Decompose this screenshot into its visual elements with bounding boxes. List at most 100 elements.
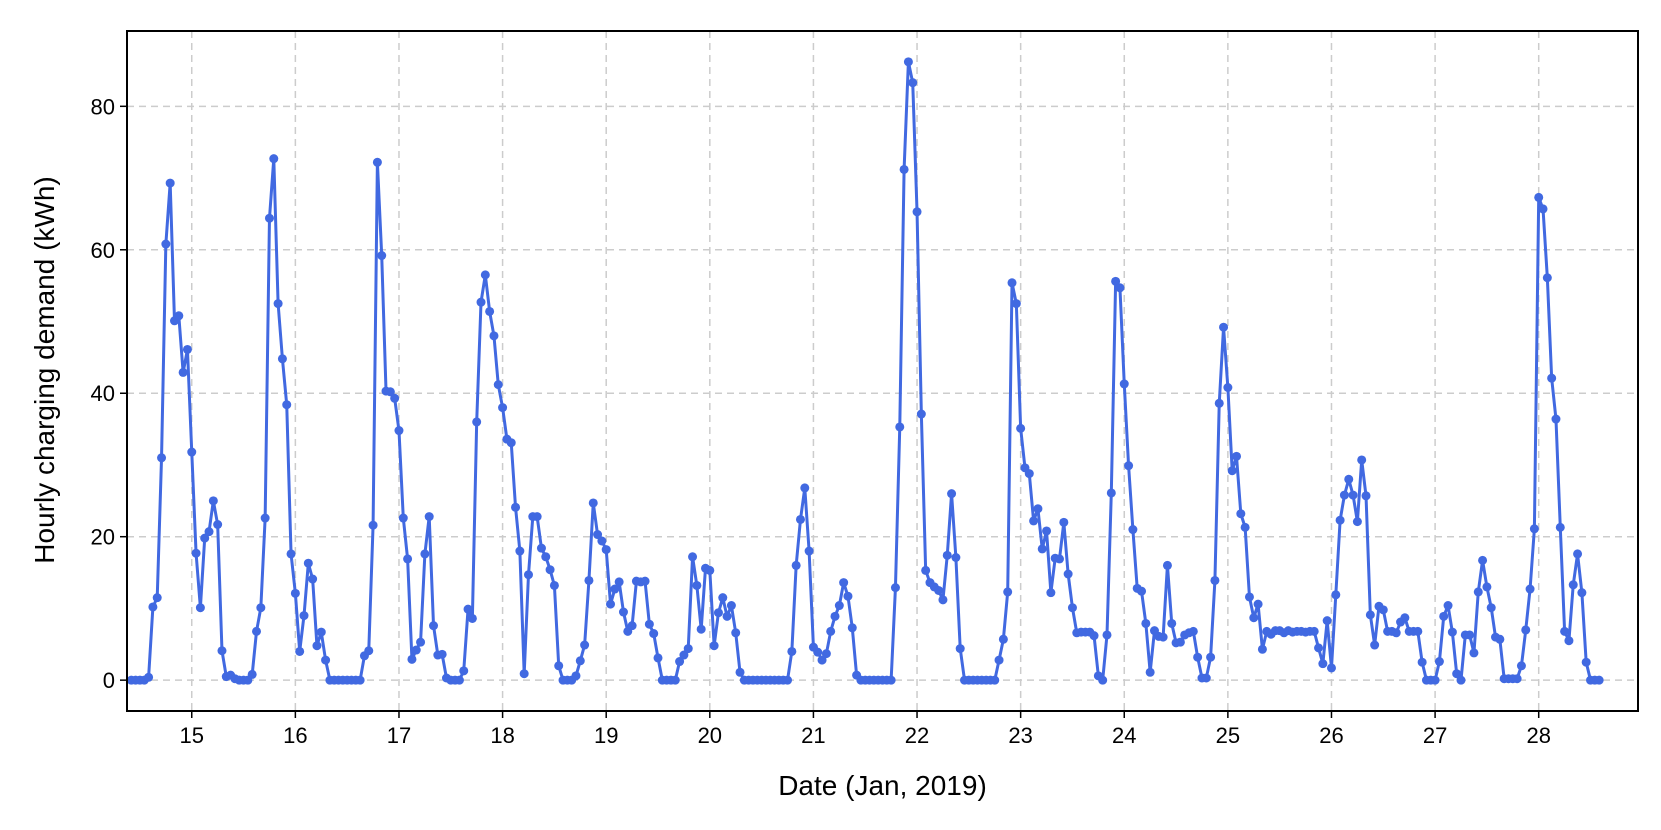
data-point [921,565,931,575]
data-point [1417,657,1427,667]
data-point [1236,509,1246,519]
data-point [1551,414,1561,424]
data-point [1162,560,1172,570]
ticks: 15 16 17 18 19 20 21 22 23 24 25 26 27 28 0 20 40 60 80 [91,94,1551,748]
x-tick-label: 22 [905,723,929,748]
data-point [726,601,736,611]
data-point [429,621,439,631]
data-point [826,626,836,636]
data-point [157,453,167,463]
y-axis-label: Hourly charging demand (kWh) [29,176,60,564]
data-point [1564,636,1574,646]
x-tick-label: 19 [594,723,618,748]
data-point [597,536,607,546]
data-point [182,344,192,354]
data-point [1357,455,1367,465]
data-point [454,675,464,685]
series [126,57,1604,685]
data-point [416,637,426,647]
data-point [1244,592,1254,602]
data-point [1089,631,1099,641]
data-point [580,640,590,650]
data-point [187,447,197,457]
data-point [1447,627,1457,637]
data-point [532,512,542,522]
data-point [584,575,594,585]
data-point [713,608,723,618]
data-point [1434,657,1444,667]
data-point [1331,590,1341,600]
data-point [1055,554,1064,564]
data-point [511,502,521,512]
data-point [1188,626,1198,636]
data-point [951,553,961,562]
data-point [895,422,905,432]
x-tick-label: 24 [1112,723,1136,748]
data-point [709,641,719,651]
data-point [1478,555,1488,565]
plot-frame [126,30,1639,712]
data-point [1210,575,1220,585]
data-point [1512,674,1522,684]
data-point [1521,625,1531,635]
data-point [1046,588,1056,598]
data-point [843,591,853,601]
data-point [208,496,218,506]
data-point [1249,613,1259,623]
data-point [174,311,184,321]
data-point [688,552,698,562]
data-point [1547,373,1557,383]
data-point [644,619,654,629]
x-tick-label: 28 [1526,723,1550,748]
data-point [1577,588,1587,598]
data-point [1158,632,1168,642]
data-point [1534,192,1544,202]
x-tick-label: 17 [387,723,411,748]
data-point [1037,544,1047,554]
data-point [813,647,823,657]
data-point [1344,474,1354,484]
data-point [308,574,318,584]
data-point [912,207,922,217]
data-point [260,513,270,523]
data-point [364,646,374,656]
data-point [1573,549,1583,559]
data-point [1111,276,1121,286]
data-point [731,628,741,638]
data-point [1452,669,1462,679]
data-point [994,655,1004,665]
data-point [1201,673,1211,683]
data-point [1465,630,1475,640]
data-point [1119,379,1129,389]
data-point [385,387,395,397]
data-point [1525,584,1535,594]
data-point [312,641,322,651]
data-point [886,675,896,685]
data-point [593,530,603,540]
data-point [355,675,365,685]
data-point [1042,526,1052,536]
y-tick-label: 20 [91,525,115,550]
data-point [545,565,555,575]
data-point [1175,637,1185,647]
data-point [549,580,559,590]
data-point [1033,504,1043,514]
data-point [144,672,154,682]
data-point [1339,490,1349,500]
data-point [1141,618,1151,628]
data-point [290,588,300,598]
data-point [1102,630,1112,640]
data-point [295,646,305,656]
data-point [1443,601,1453,611]
data-point [489,331,499,341]
data-point [1430,675,1440,685]
data-point [459,666,469,676]
data-point [480,270,490,280]
data-point [1314,643,1324,653]
data-point [200,533,210,543]
data-point [204,527,214,537]
data-point [256,603,266,613]
data-point [1257,644,1267,654]
